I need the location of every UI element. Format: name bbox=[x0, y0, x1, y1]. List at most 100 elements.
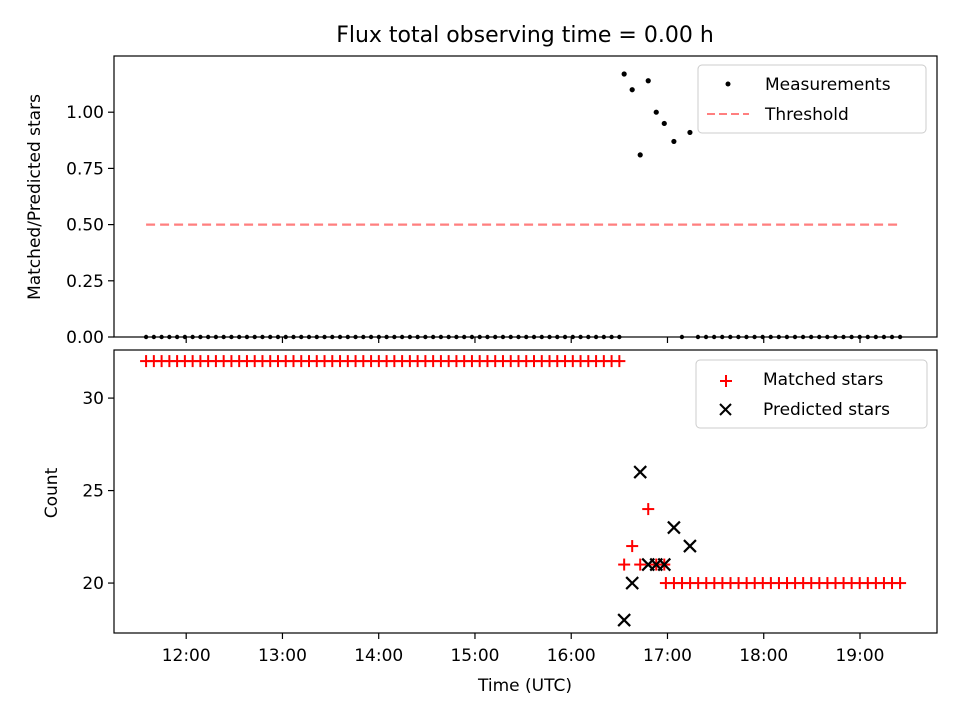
x-tick-label: 19:00 bbox=[835, 646, 884, 666]
measurement-point bbox=[415, 334, 420, 340]
bottom-panel: 20 25 30 12:00 13:00 14:00 15:00 16:00 17:00 18:… bbox=[42, 349, 938, 696]
measurement-point bbox=[500, 334, 506, 340]
measurement-point bbox=[205, 334, 211, 340]
measurement-point bbox=[516, 334, 521, 340]
legend-predicted-label: Predicted stars bbox=[763, 400, 890, 420]
measurement-point bbox=[653, 109, 659, 115]
measurement-point bbox=[881, 334, 887, 340]
measurement-point bbox=[671, 138, 677, 145]
matched-star-point bbox=[618, 558, 631, 571]
measurement-point bbox=[645, 78, 651, 84]
legend-matched-label: Matched stars bbox=[763, 370, 883, 390]
measurement-point bbox=[873, 334, 879, 340]
top-panel: 0.00 0.25 0.50 0.75 1.00 Matched/Predicted s… bbox=[25, 55, 938, 348]
measurement-point bbox=[143, 334, 149, 340]
measurement-point bbox=[299, 334, 304, 340]
measurement-point bbox=[736, 334, 741, 340]
x-tick-label: 16:00 bbox=[547, 646, 596, 666]
measurement-point bbox=[399, 334, 405, 340]
measurement-point bbox=[221, 334, 226, 340]
bottom-ytick-label: 25 bbox=[82, 482, 104, 502]
measurement-point bbox=[182, 334, 188, 340]
measurement-point bbox=[865, 334, 870, 340]
measurement-point bbox=[508, 334, 513, 340]
x-axis-label: Time (UTC) bbox=[477, 676, 572, 696]
measurement-point bbox=[728, 334, 733, 340]
legend-measurements-marker bbox=[725, 81, 731, 87]
top-y-axis-label: Matched/Predicted stars bbox=[25, 94, 45, 300]
x-tick-label: 12:00 bbox=[162, 646, 211, 666]
measurement-point bbox=[784, 334, 790, 340]
measurement-point bbox=[792, 334, 798, 340]
measurement-point bbox=[547, 334, 552, 340]
legend-threshold-label: Threshold bbox=[764, 105, 849, 125]
measurement-point bbox=[368, 334, 374, 340]
bottom-y-axis-label: Count bbox=[42, 467, 62, 518]
measurement-point bbox=[174, 334, 180, 340]
measurement-point bbox=[857, 334, 862, 340]
measurement-point bbox=[808, 334, 814, 340]
measurement-point bbox=[151, 334, 157, 340]
x-tick-label: 15:00 bbox=[450, 646, 499, 666]
measurement-point bbox=[306, 334, 312, 340]
measurement-point bbox=[752, 334, 757, 340]
measurement-point bbox=[841, 334, 846, 340]
measurement-point bbox=[407, 334, 413, 340]
measurement-point bbox=[570, 334, 576, 340]
legend-matched-marker bbox=[720, 375, 732, 387]
measurement-point bbox=[361, 334, 366, 340]
measurement-point bbox=[744, 334, 749, 340]
predicted-star-point bbox=[683, 539, 697, 553]
measurement-point bbox=[833, 334, 838, 340]
predicted-star-point bbox=[625, 576, 639, 590]
measurement-point bbox=[800, 334, 806, 340]
measurement-point bbox=[485, 334, 490, 340]
top-ytick-label: 0.25 bbox=[66, 272, 104, 292]
bottom-ytick-label: 30 bbox=[82, 389, 104, 409]
measurement-point bbox=[314, 334, 319, 340]
measurement-point bbox=[345, 334, 351, 340]
predicted-star-point bbox=[617, 613, 631, 627]
measurement-point bbox=[376, 334, 382, 340]
measurement-point bbox=[461, 334, 467, 340]
measurement-point bbox=[849, 334, 854, 340]
matched-star-point bbox=[634, 558, 647, 571]
measurement-point bbox=[661, 120, 667, 127]
top-ytick-label: 0.75 bbox=[66, 159, 104, 179]
top-ytick-label: 0.50 bbox=[66, 216, 104, 236]
chart-title: Flux total observing time = 0.00 h bbox=[336, 23, 714, 48]
measurement-point bbox=[711, 334, 717, 340]
measurement-point bbox=[825, 334, 830, 340]
measurement-point bbox=[430, 334, 436, 340]
x-tick-label: 17:00 bbox=[643, 646, 692, 666]
measurement-point bbox=[601, 334, 607, 340]
measurement-point bbox=[776, 334, 782, 340]
measurement-point bbox=[586, 334, 591, 340]
measurement-point bbox=[353, 334, 358, 340]
measurement-point bbox=[291, 334, 296, 340]
measurement-point bbox=[260, 334, 265, 340]
measurement-point bbox=[609, 334, 614, 340]
measurement-point bbox=[720, 334, 725, 340]
measurement-point bbox=[159, 334, 164, 340]
bottom-ytick-label: 20 bbox=[82, 574, 104, 594]
measurement-point bbox=[703, 334, 709, 340]
measurement-point bbox=[621, 71, 627, 77]
measurement-point bbox=[629, 87, 635, 93]
measurement-point bbox=[493, 334, 498, 340]
measurement-point bbox=[695, 334, 701, 340]
measurement-point bbox=[446, 334, 451, 340]
measurement-point bbox=[384, 334, 389, 340]
legend-predicted-marker bbox=[719, 403, 732, 416]
measurement-point bbox=[275, 334, 281, 340]
bottom-plot-frame bbox=[113, 349, 938, 634]
top-legend: Measurements Threshold bbox=[697, 64, 927, 134]
measurement-point bbox=[477, 334, 482, 340]
measurement-point bbox=[236, 334, 242, 340]
measurement-point bbox=[229, 334, 234, 340]
measurement-point bbox=[817, 334, 822, 340]
measurement-point bbox=[760, 334, 765, 340]
measurement-point bbox=[392, 334, 397, 340]
legend-measurements-label: Measurements bbox=[765, 75, 891, 95]
x-tick-label: 13:00 bbox=[258, 646, 307, 666]
